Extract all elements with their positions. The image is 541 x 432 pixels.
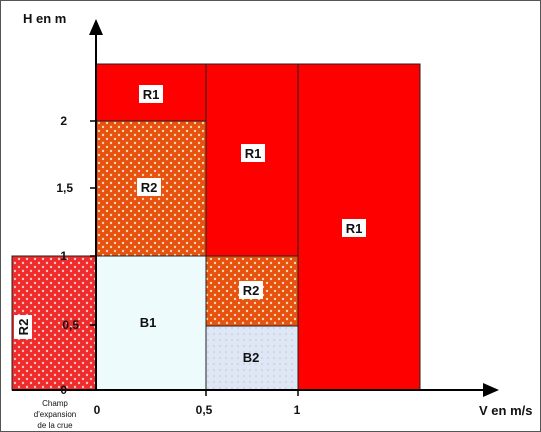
- zone-label-bg: [14, 315, 32, 339]
- zone-label-bg: [137, 178, 161, 196]
- zone-label-r2-expansion: R2: [16, 319, 31, 336]
- expansion-label-line-3: de la crue: [37, 421, 73, 430]
- x-tick-label-1: 1: [294, 403, 301, 417]
- x-axis-title: V en m/s: [479, 403, 532, 418]
- zone-label-bg: [342, 219, 366, 237]
- zone-label-b2: B2: [243, 350, 260, 365]
- zone-label-bg: [139, 85, 163, 103]
- y-axis-arrow-icon: [89, 19, 103, 35]
- x-tick-label-0: 0: [94, 403, 101, 417]
- zone-label-r2-mid: R2: [243, 283, 260, 298]
- expansion-label-line-1: Champ: [42, 399, 68, 408]
- zone-label-b1: B1: [140, 315, 157, 330]
- y-tick-label-0: 0: [60, 383, 67, 397]
- zone-label-r2-upper-left: R2: [141, 180, 158, 195]
- expansion-label-line-2: d'expansion: [34, 410, 76, 419]
- x-axis-arrow-icon: [483, 383, 499, 397]
- zone-label-bg: [241, 144, 265, 162]
- y-tick-label-0-5: 0,5: [62, 318, 79, 332]
- zone-label-bg: [239, 281, 263, 299]
- y-tick-label-2: 2: [60, 114, 67, 128]
- y-tick-label-1-5: 1,5: [56, 181, 73, 195]
- y-tick-label-1: 1: [60, 249, 67, 263]
- zone-label-r1-middle: R1: [245, 146, 262, 161]
- zone-b1: [95, 255, 207, 391]
- y-axis-title: H en m: [23, 11, 66, 26]
- zone-label-r1-right: R1: [346, 221, 363, 236]
- x-tick-label-0-5: 0,5: [196, 403, 213, 417]
- zone-label-r1-top-left: R1: [143, 87, 160, 102]
